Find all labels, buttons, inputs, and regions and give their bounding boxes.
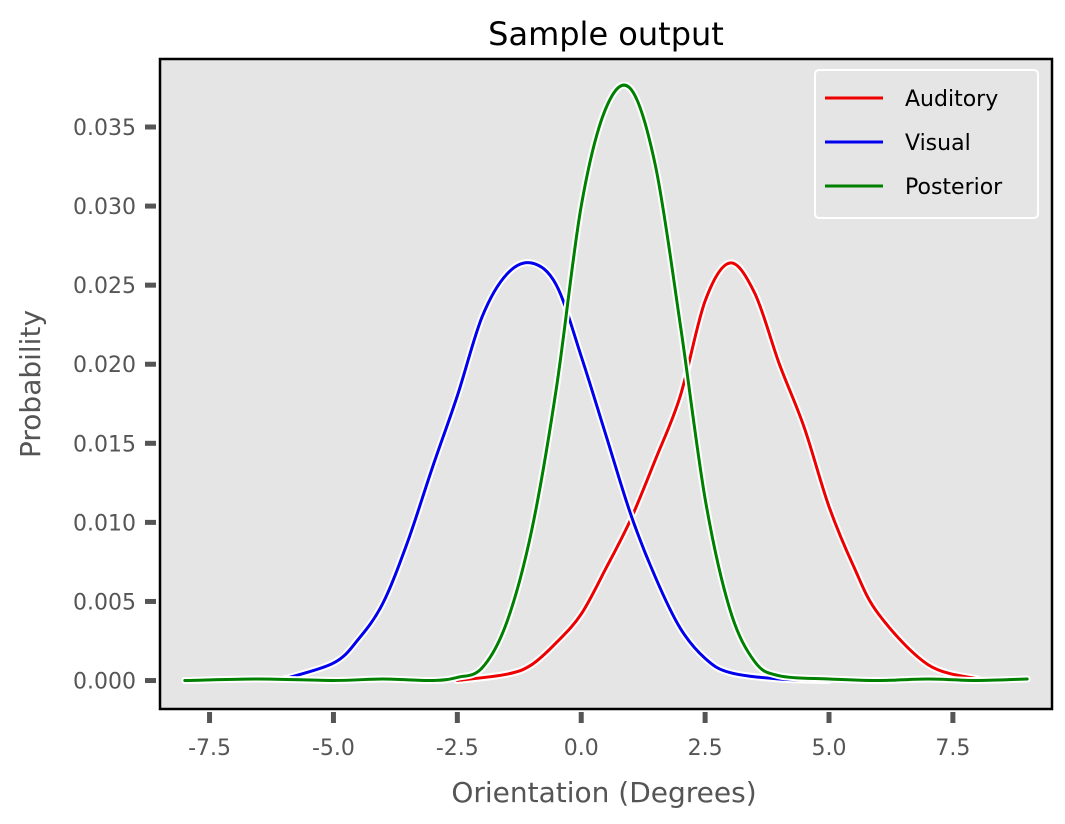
y-axis-label: Probability (14, 310, 47, 458)
x-tick-label: 5.0 (812, 736, 847, 761)
series-line-posterior (183, 83, 1029, 683)
legend-label: Visual (905, 131, 971, 156)
y-tick-label: 0.010 (73, 511, 136, 536)
y-tick-label: 0.005 (73, 590, 136, 615)
y-tick-label: 0.020 (73, 353, 136, 378)
y-tick-label: 0.015 (73, 432, 136, 457)
y-tick-label: 0.000 (73, 670, 136, 695)
x-tick-label: 7.5 (935, 736, 970, 761)
series-lines (181, 81, 1031, 685)
legend-label: Posterior (905, 175, 1003, 200)
axes: -7.5 -5.0 -2.5 0.0 2.5 5.0 7.5 0.000 0.005 0.010 0… (73, 57, 1054, 761)
x-tick-label: -2.5 (436, 736, 479, 761)
legend: Auditory Visual Posterior (814, 69, 1039, 219)
x-tick-label: 2.5 (688, 736, 723, 761)
plot-frame (158, 57, 1054, 711)
x-axis-label: Orientation (Degrees) (451, 776, 756, 809)
x-tick-label: -7.5 (188, 736, 231, 761)
chart-title: Sample output (488, 15, 724, 53)
legend-box (814, 69, 1039, 219)
y-tick-label: 0.030 (73, 195, 136, 220)
legend-label: Auditory (905, 87, 998, 112)
y-tick-label: 0.025 (73, 274, 136, 299)
series-line-auditory (455, 261, 980, 682)
x-tick-label: 0.0 (564, 736, 599, 761)
series-line-visual (282, 261, 831, 682)
x-tick-label: -5.0 (312, 736, 355, 761)
y-tick-label: 0.035 (73, 116, 136, 141)
